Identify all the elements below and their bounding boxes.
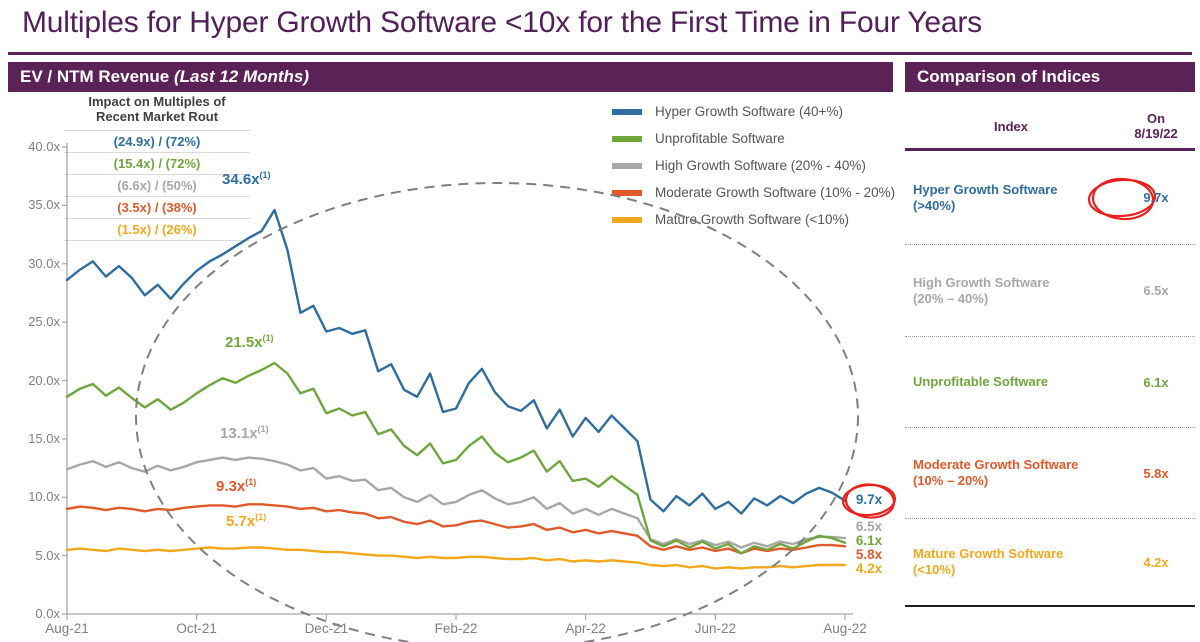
legend-swatch-hyper-icon [612, 108, 642, 115]
value-moderate: 5.8x [1143, 465, 1169, 481]
comparison-panel-header: Comparison of Indices [905, 62, 1195, 92]
legend-label: Unprofitable Software [655, 131, 785, 146]
legend-item-moderate: Moderate Growth Software (10% - 20%) [612, 179, 895, 206]
y-axis-tick-label: 0.0x [35, 606, 60, 621]
x-axis-tick-label: Feb-22 [434, 621, 478, 636]
comparison-panel: Comparison of Indices Index On 8/19/22 H… [905, 62, 1195, 608]
chart-annotations-overlay [135, 177, 1157, 642]
page-title: Multiples for Hyper Growth Software <10x… [22, 6, 982, 39]
x-axis-tick-label: Oct-21 [176, 621, 217, 636]
table-row-mature: Mature Growth Software (<10%) 4.2x [905, 519, 1195, 607]
chart-panel-title-suffix: (Last 12 Months) [169, 67, 310, 86]
legend-item-hyper: Hyper Growth Software (40+%) [612, 98, 895, 125]
end-label-moderate: 5.8x [855, 547, 883, 562]
legend-label: Mature Growth Software (<10%) [655, 212, 849, 227]
legend-swatch-high-icon [612, 162, 642, 169]
series-line-0 [65, 208, 847, 515]
chart-legend: Hyper Growth Software (40+%) Unprofitabl… [612, 98, 895, 233]
impact-box-title-line2: Recent Market Rout [95, 109, 219, 124]
table-row-hyper: Hyper Growth Software (>40%) 9.7x [905, 151, 1195, 245]
legend-item-high: High Growth Software (20% - 40%) [612, 152, 895, 179]
value-high: 6.5x [1143, 283, 1169, 298]
impact-row-mature: (1.5x) / (26%) [64, 218, 250, 241]
legend-swatch-moderate-icon [612, 189, 642, 196]
y-axis-tick-label: 10.0x [28, 489, 60, 505]
y-axis-tick-label: 5.0x [35, 547, 60, 563]
end-label-mature: 4.2x [855, 561, 883, 576]
header-divider [905, 148, 1195, 151]
legend-item-mature: Mature Growth Software (<10%) [612, 206, 895, 233]
red-circle-chart-icon [841, 483, 897, 519]
impact-row-hyper: (24.9x) / (72%) [64, 130, 250, 152]
end-label-hyper: 9.7x [855, 492, 883, 507]
annotation-high-peak: 13.1x(1) [220, 424, 269, 442]
value-mature: 4.2x [1143, 554, 1169, 570]
x-axis-tick-label: Dec-21 [304, 621, 349, 636]
end-label-unprofitable: 6.1x [855, 533, 883, 548]
y-axis-tick-label: 40.0x [28, 139, 60, 154]
table-row-high: High Growth Software (20% – 40%) 6.5x [905, 245, 1195, 337]
impact-box-title-line1: Impact on Multiples of [88, 94, 226, 109]
legend-label: Moderate Growth Software (10% - 20%) [655, 185, 896, 200]
market-rout-dashed-ellipse [135, 182, 859, 642]
y-axis-tick-label: 20.0x [28, 372, 60, 388]
series-line-2 [65, 456, 847, 549]
annotation-mature-peak: 5.7x(1) [226, 512, 267, 530]
impact-row-moderate: (3.5x) / (38%) [64, 196, 250, 218]
legend-label: Hyper Growth Software (40+%) [655, 104, 843, 119]
annotation-unprofitable-peak: 21.5x(1) [225, 333, 274, 351]
chart-series [65, 208, 847, 570]
annotation-moderate-peak: 9.3x(1) [216, 477, 257, 495]
x-axis-tick-label: Aug-21 [45, 621, 89, 636]
table-row-unprofitable: Unprofitable Software 6.1x [905, 337, 1195, 428]
y-axis-tick-label: 25.0x [28, 314, 60, 330]
x-axis-tick-label: Jun-22 [694, 621, 736, 636]
chart-axes [62, 143, 853, 620]
legend-swatch-mature-icon [612, 216, 642, 223]
series-line-3 [65, 503, 847, 555]
y-axis-tick-label: 35.0x [28, 197, 60, 213]
y-axis-tick-label: 30.0x [28, 255, 60, 271]
end-label-high: 6.5x [855, 519, 883, 534]
chart-panel-title: EV / NTM Revenue [20, 67, 170, 86]
legend-swatch-unprofitable-icon [612, 135, 642, 142]
impact-box: Impact on Multiples of Recent Market Rou… [64, 94, 250, 241]
y-axis-tick-label: 15.0x [28, 430, 60, 446]
value-hyper: 9.7x [1143, 190, 1169, 205]
chart-panel-header: EV / NTM Revenue (Last 12 Months) [8, 62, 893, 92]
impact-row-unprofitable: (15.4x) / (72%) [64, 152, 250, 174]
column-header-index: Index [994, 118, 1028, 134]
comparison-table-header: Index On 8/19/22 [905, 104, 1195, 148]
series-line-1 [65, 361, 847, 555]
column-header-date: On 8/19/22 [1134, 111, 1178, 141]
x-axis-tick-label: Aug-22 [823, 621, 867, 636]
x-axis-tick-label: Apr-22 [565, 621, 606, 636]
legend-item-unprofitable: Unprofitable Software [612, 125, 895, 152]
annotation-hyper-peak: 34.6x(1) [222, 170, 271, 188]
red-circle-table-icon [1087, 177, 1157, 221]
legend-label: High Growth Software (20% - 40%) [655, 158, 866, 173]
impact-row-high: (6.6x) / (50%) [64, 174, 250, 196]
value-unprofitable: 6.1x [1143, 374, 1169, 390]
table-row-moderate: Moderate Growth Software (10% – 20%) 5.8… [905, 428, 1195, 519]
series-line-4 [65, 546, 847, 570]
title-divider [8, 52, 1192, 55]
